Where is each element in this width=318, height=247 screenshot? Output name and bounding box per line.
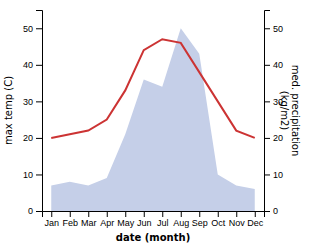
tick-mark xyxy=(88,211,89,217)
tick-mark xyxy=(144,211,145,217)
tick: Aug xyxy=(173,211,189,228)
y2-axis-title: med. precipitation(kg/m2) xyxy=(279,65,302,157)
tick-label: 10 xyxy=(23,170,33,180)
tick-label: 40 xyxy=(23,60,33,70)
chart-container: JanFebMarAprMayJun Jul AugSepOctNovDec 0 10 2… xyxy=(0,0,318,247)
tick-mark xyxy=(36,211,42,212)
tick: 50 xyxy=(23,24,42,34)
y2-axis-title-line: (kg/m2) xyxy=(279,91,290,131)
tick-label: 0 xyxy=(273,206,278,216)
tick-mark xyxy=(36,174,42,175)
tick: 0 xyxy=(264,206,278,216)
tick-label: Apr xyxy=(100,218,114,228)
tick-label: May xyxy=(117,218,135,228)
tick-mark xyxy=(125,211,126,217)
tick-label: Mar xyxy=(81,218,97,228)
tick-mark xyxy=(70,211,71,217)
tick: 10 xyxy=(264,170,283,180)
area xyxy=(51,28,255,211)
tick-mark xyxy=(264,101,270,102)
tick: 40 xyxy=(264,60,283,70)
tick: Apr xyxy=(100,211,114,228)
tick-mark xyxy=(36,101,42,102)
tick: Oct xyxy=(211,211,226,228)
y-axis-title: max temp (C) xyxy=(3,76,14,145)
tick: May xyxy=(117,211,135,228)
tick-mark xyxy=(181,211,182,217)
tick: Dec xyxy=(247,211,264,228)
tick-label: 50 xyxy=(273,24,283,34)
tick-label: Dec xyxy=(247,218,264,228)
tick-label: Oct xyxy=(211,218,226,228)
tick: Jun xyxy=(137,211,152,228)
tick-label: Jun xyxy=(137,218,152,228)
tick: Jul xyxy=(157,211,169,228)
y2-axis-title-line: med. precipitation xyxy=(290,65,301,157)
tick: Sep xyxy=(192,211,208,228)
tick-mark xyxy=(236,211,237,217)
tick-mark xyxy=(36,138,42,139)
tick-mark xyxy=(264,174,270,175)
tick-label: Aug xyxy=(173,218,189,228)
tick-label: 0 xyxy=(28,206,33,216)
tick: Jan xyxy=(44,211,59,228)
tick: 20 xyxy=(264,133,283,143)
tick: Feb xyxy=(62,211,78,228)
tick: 50 xyxy=(264,24,283,34)
y-axis: 0 10 20 30 40 50 xyxy=(23,11,43,217)
axis-line xyxy=(43,212,265,218)
tick-label: 20 xyxy=(23,133,33,143)
tick-label: Sep xyxy=(192,218,208,228)
tick-mark xyxy=(264,28,270,29)
tick: Nov xyxy=(229,211,246,228)
tick-mark xyxy=(51,211,52,217)
tick-mark xyxy=(107,211,108,217)
tick-mark xyxy=(36,28,42,29)
tick: 0 xyxy=(28,206,42,216)
tick-mark xyxy=(264,211,270,212)
axis-line xyxy=(265,11,271,212)
chart: JanFebMarAprMayJun Jul AugSepOctNovDec 0 10 2… xyxy=(0,0,318,247)
tick-mark xyxy=(199,211,200,217)
tick-label: Jul xyxy=(157,218,169,228)
tick-label: 20 xyxy=(273,133,283,143)
marks xyxy=(51,28,255,211)
x-axis: JanFebMarAprMayJun Jul AugSepOctNovDec xyxy=(43,211,265,228)
tick: 40 xyxy=(23,60,42,70)
tick-label: Jan xyxy=(44,218,59,228)
tick: Mar xyxy=(81,211,97,228)
tick-label: 10 xyxy=(273,170,283,180)
tick-label: 40 xyxy=(273,60,283,70)
tick: 30 xyxy=(23,97,42,107)
axis-line xyxy=(36,11,43,212)
tick-mark xyxy=(255,211,256,217)
tick-label: Nov xyxy=(229,218,246,228)
tick-mark xyxy=(162,211,163,217)
tick-label: Feb xyxy=(62,218,78,228)
tick-label: 30 xyxy=(23,97,33,107)
line xyxy=(51,39,255,138)
plot: JanFebMarAprMayJun Jul AugSepOctNovDec 0 10 2… xyxy=(3,11,301,244)
tick-mark xyxy=(264,138,270,139)
tick-mark xyxy=(218,211,219,217)
tick-label: 50 xyxy=(23,24,33,34)
tick-mark xyxy=(264,65,270,66)
x-axis-title: date (month) xyxy=(116,232,190,243)
tick-mark xyxy=(36,65,42,66)
tick: 20 xyxy=(23,133,42,143)
tick: 10 xyxy=(23,170,42,180)
